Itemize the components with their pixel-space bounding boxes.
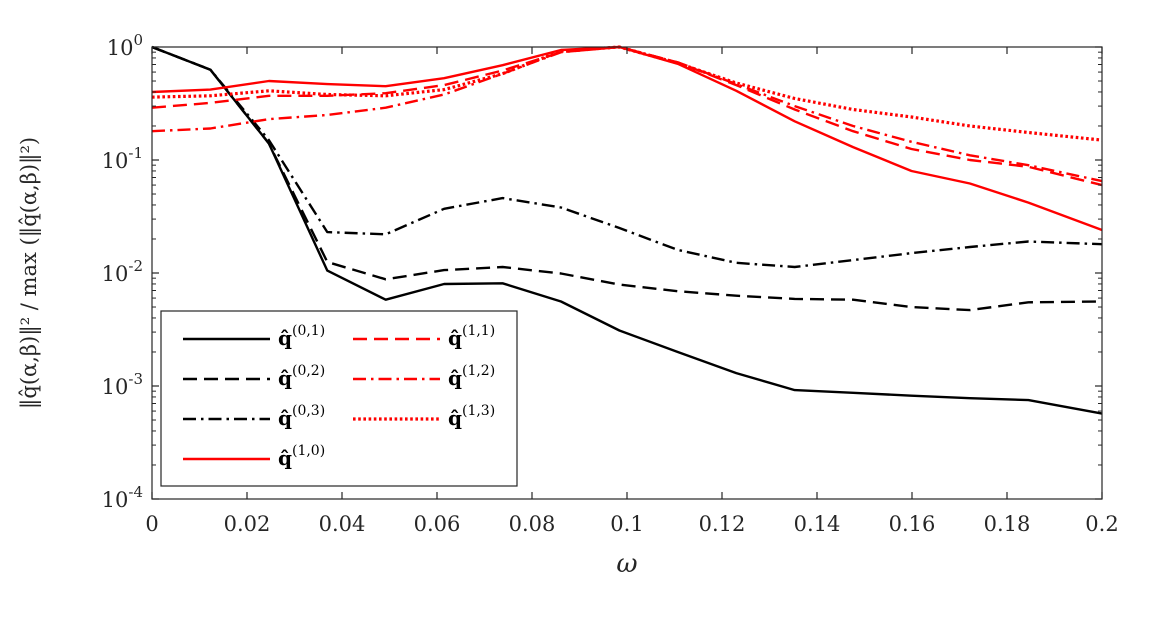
series-line-4 — [151, 45, 1103, 187]
legend-label: q̂(1,3) — [448, 403, 495, 430]
svg-text:10-3: 10-3 — [102, 370, 143, 399]
x-axis-label: ω — [616, 549, 637, 579]
y-tick-label: 10-4 — [102, 483, 143, 512]
y-tick-label: 100 — [107, 31, 143, 60]
legend-entry: q̂(0,1) — [183, 323, 325, 350]
legend-label: q̂(1,0) — [278, 443, 325, 470]
legend: q̂(0,1) q̂(0,2) q̂(0,3) q̂(1,0) q̂(1,1) q̂(1,… — [160, 310, 518, 487]
x-tick-label: 0.04 — [319, 512, 366, 536]
x-tick-label: 0.02 — [224, 512, 271, 536]
legend-label: q̂(0,1) — [278, 323, 325, 350]
x-tick-label: 0.16 — [889, 512, 936, 536]
y-axis-label: ‖q̂(α,β)‖² / max (‖q̂(α,β)‖²) — [17, 137, 42, 409]
legend-entry: q̂(1,1) — [353, 323, 495, 350]
series-line-3 — [151, 45, 1103, 232]
svg-text:100: 100 — [107, 31, 143, 60]
series-line-2 — [151, 45, 1103, 269]
svg-text:10-1: 10-1 — [102, 144, 143, 173]
x-tick-label: 0.12 — [699, 512, 746, 536]
legend-entry: q̂(1,2) — [353, 363, 495, 390]
y-tick-labels: 100 10-1 10-2 10-3 10-4 — [102, 31, 143, 512]
series-line-5 — [151, 45, 1103, 183]
x-tick-label: 0.06 — [414, 512, 461, 536]
legend-entry: q̂(0,3) — [183, 403, 325, 430]
series-line-0 — [151, 45, 1103, 415]
axis-ticks — [151, 46, 1103, 500]
x-tick-labels: 0 0.02 0.04 0.06 0.08 0.1 0.12 0.14 0.16 0.18 0.2 — [145, 512, 1118, 536]
legend-label: q̂(1,2) — [448, 363, 495, 390]
x-tick-label: 0.18 — [984, 512, 1031, 536]
y-tick-label: 10-3 — [102, 370, 143, 399]
series-line-1 — [151, 45, 1103, 312]
series-line-6 — [151, 45, 1103, 142]
legend-entry: q̂(1,0) — [183, 443, 325, 470]
legend-label: q̂(1,1) — [448, 323, 495, 350]
legend-entry: q̂(1,3) — [353, 403, 495, 430]
legend-entry: q̂(0,2) — [183, 363, 325, 390]
svg-text:10-2: 10-2 — [102, 257, 143, 286]
legend-label: q̂(0,3) — [278, 403, 325, 430]
y-tick-label: 10-1 — [102, 144, 143, 173]
x-tick-label: 0.2 — [1085, 512, 1118, 536]
x-tick-label: 0.14 — [794, 512, 841, 536]
x-tick-label: 0 — [145, 512, 158, 536]
legend-label: q̂(0,2) — [278, 363, 325, 390]
x-tick-label: 0.08 — [509, 512, 556, 536]
svg-text:10-4: 10-4 — [102, 483, 143, 512]
x-tick-label: 0.1 — [610, 512, 643, 536]
y-tick-label: 10-2 — [102, 257, 143, 286]
